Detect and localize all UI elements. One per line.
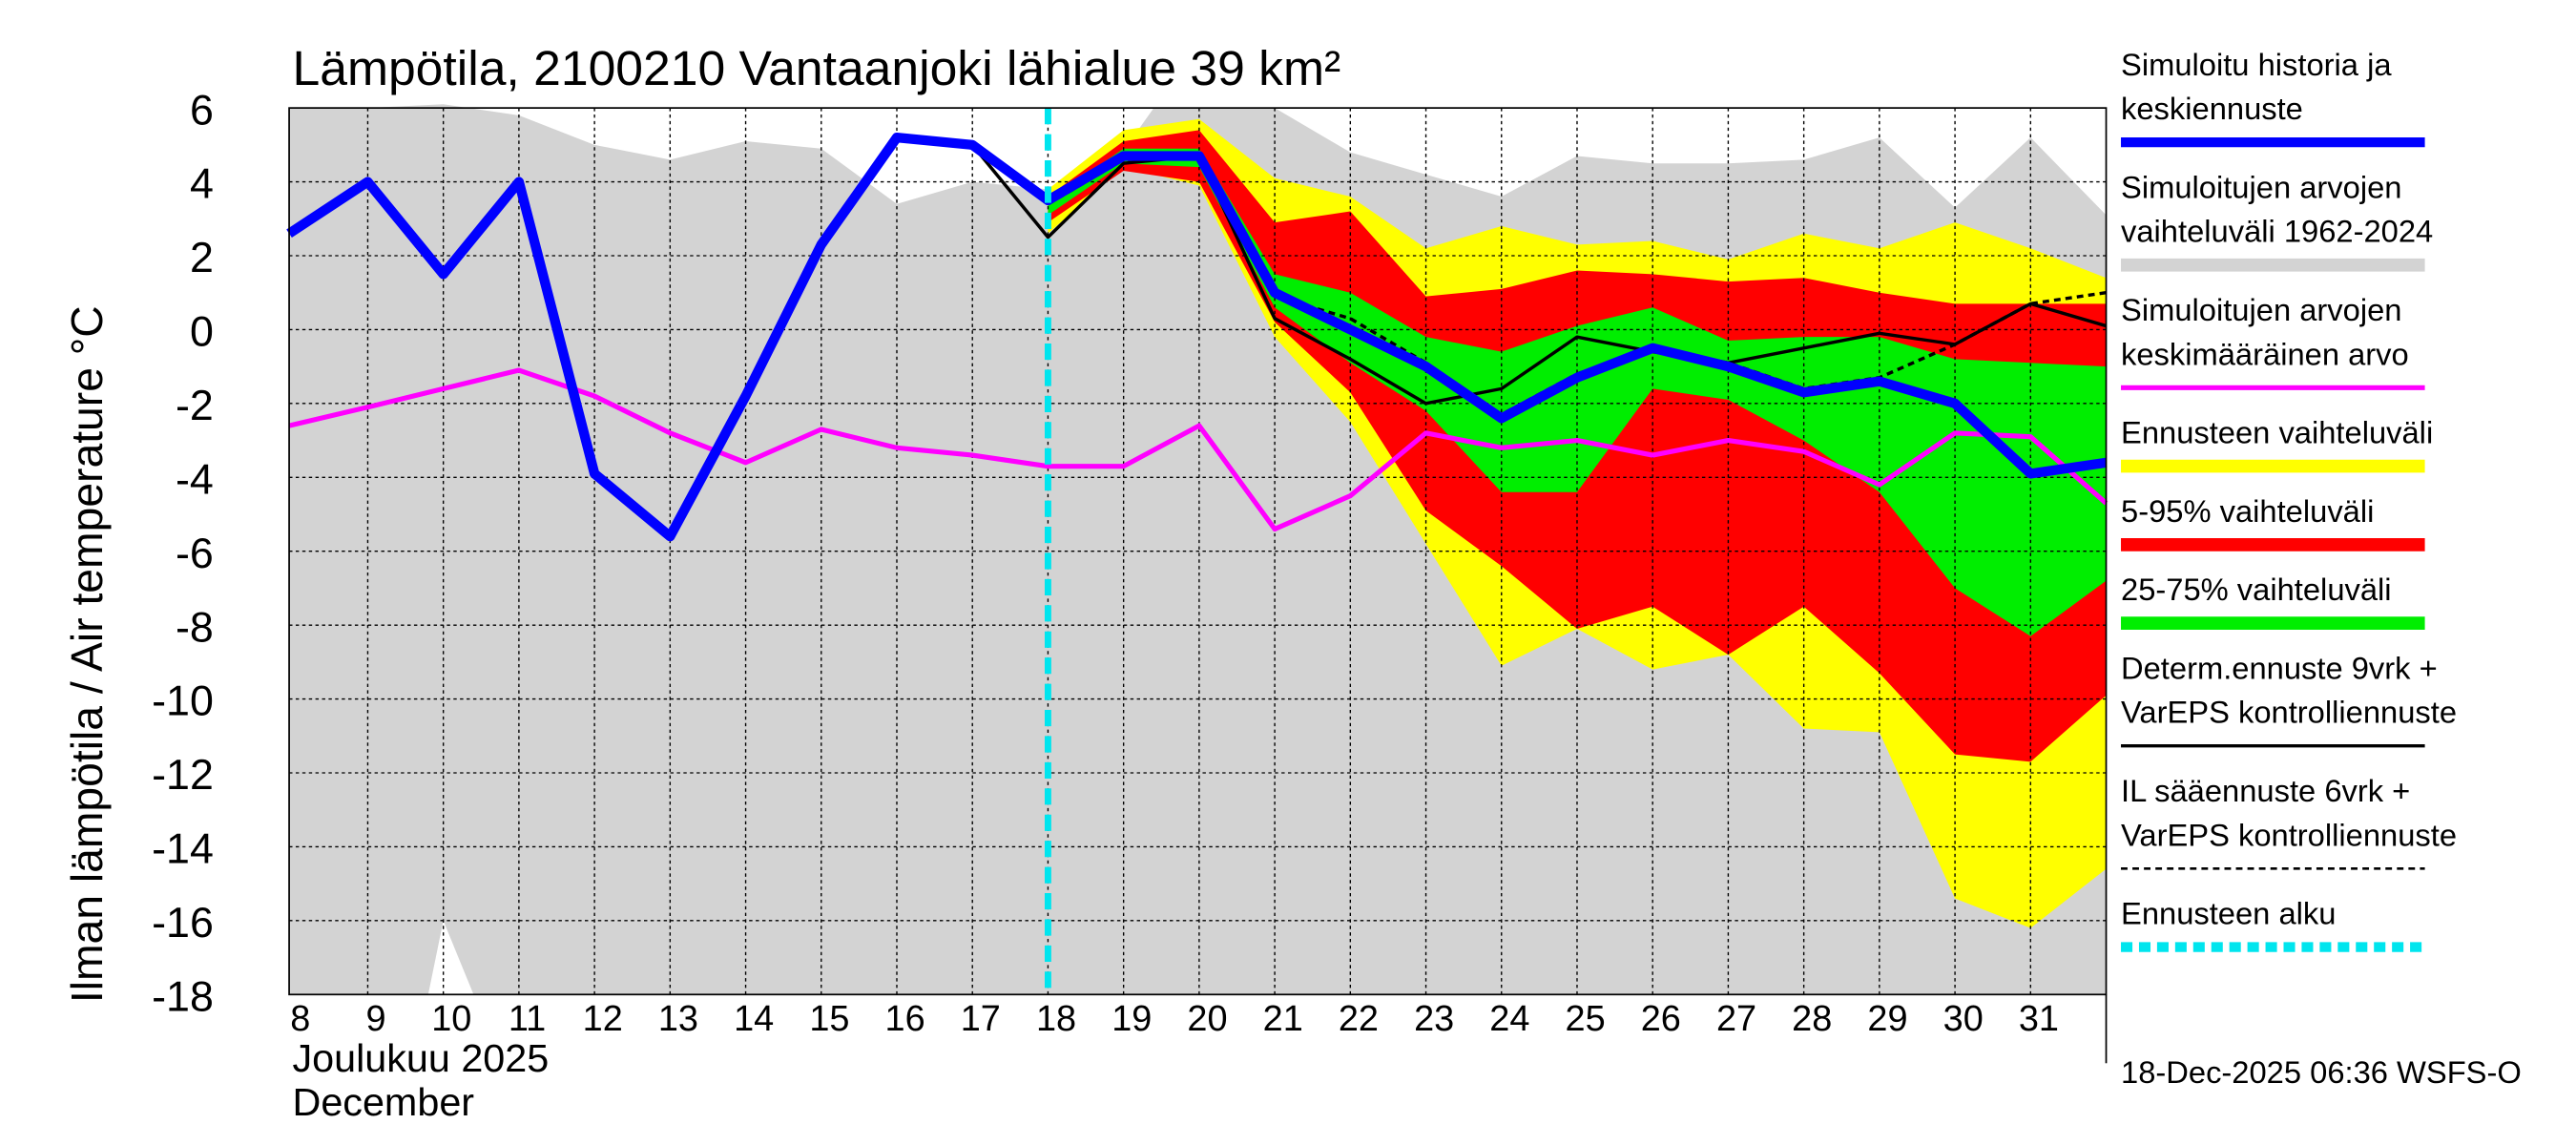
legend-label: IL sääennuste 6vrk + — [2121, 773, 2410, 808]
x-tick-label: 31 — [2019, 999, 2059, 1039]
x-tick-label: 16 — [885, 999, 925, 1039]
x-tick-label: 20 — [1187, 999, 1227, 1039]
x-tick-label: 15 — [809, 999, 849, 1039]
y-tick-label: -10 — [152, 678, 214, 725]
y-ticks: 6 4 2 0 -2 -4 -6 -8 -10 -12 -14 -16 -18 — [152, 87, 214, 1020]
legend-label: VarEPS kontrolliennuste — [2121, 695, 2457, 730]
legend-label: Simuloitujen arvojen — [2121, 169, 2401, 204]
y-tick-label: -8 — [176, 604, 214, 651]
x-tick-label: 8 — [290, 999, 310, 1039]
x-tick-label: 12 — [583, 999, 623, 1039]
y-tick-label: 2 — [190, 235, 214, 281]
legend-label: Ennusteen vaihteluväli — [2121, 415, 2433, 450]
y-tick-label: -6 — [176, 531, 214, 577]
legend-label: Determ.ennuste 9vrk + — [2121, 650, 2438, 685]
legend-label: Ennusteen alku — [2121, 896, 2336, 931]
series-lines — [286, 132, 2109, 542]
x-ticks: 8 9 10 11 12 13 14 15 16 17 18 19 20 21 22 23 24 25 26 27 28… — [290, 999, 2059, 1039]
legend-label: keskimääräinen arvo — [2121, 336, 2409, 371]
x-tick-label: 19 — [1111, 999, 1152, 1039]
x-tick-label: 27 — [1716, 999, 1756, 1039]
y-tick-label: -12 — [152, 752, 214, 799]
legend-label: Simuloitujen arvojen — [2121, 292, 2401, 327]
historical-mean-line — [288, 367, 2109, 532]
legend-label: VarEPS kontrolliennuste — [2121, 817, 2457, 852]
legend-label: vaihteluväli 1962-2024 — [2121, 214, 2433, 249]
legend: Simuloitu historia ja keskiennuste Simuloi… — [2121, 47, 2457, 952]
chart-title: Lämpötila, 2100210 Vantaanjoki lähialue … — [293, 40, 1341, 95]
x-tick-label: 21 — [1263, 999, 1303, 1039]
x-tick-label: 18 — [1036, 999, 1076, 1039]
x-tick-label: 28 — [1792, 999, 1832, 1039]
x-axis-month-en: December — [293, 1080, 475, 1124]
y-tick-label: 0 — [190, 309, 214, 356]
y-tick-label: -18 — [152, 974, 214, 1021]
x-tick-label: 25 — [1566, 999, 1606, 1039]
x-tick-label: 14 — [734, 999, 774, 1039]
x-axis-month: Joulukuu 2025 — [293, 1036, 550, 1080]
y-tick-label: -16 — [152, 900, 214, 947]
simulated-history-mean-line — [286, 132, 2108, 542]
x-tick-label: 23 — [1414, 999, 1454, 1039]
bands — [289, 104, 2107, 995]
y-tick-label: 4 — [190, 161, 214, 208]
legend-label: keskiennuste — [2121, 91, 2303, 126]
legend-label: 25-75% vaihteluväli — [2121, 572, 2392, 607]
timestamp: 18-Dec-2025 06:36 WSFS-O — [2121, 1054, 2522, 1090]
legend-label: 5-95% vaihteluväli — [2121, 493, 2374, 529]
x-tick-label: 13 — [658, 999, 698, 1039]
plot-frame — [288, 107, 2108, 996]
y-tick-label: -2 — [176, 383, 214, 429]
y-tick-label: -14 — [152, 826, 214, 873]
x-tick-label: 24 — [1489, 999, 1529, 1039]
x-tick-label: 11 — [509, 999, 546, 1039]
y-tick-label: 6 — [190, 87, 214, 134]
y-tick-label: -4 — [176, 457, 214, 504]
x-tick-label: 17 — [961, 999, 1001, 1039]
x-tick-label: 30 — [1943, 999, 1984, 1039]
y-axis-label: Ilman lämpötila / Air temperature °C — [62, 305, 112, 1003]
x-tick-label: 10 — [431, 999, 471, 1039]
legend-label: Simuloitu historia ja — [2121, 47, 2392, 82]
x-tick-label: 29 — [1867, 999, 1907, 1039]
x-tick-label: 9 — [366, 999, 386, 1039]
x-tick-label: 22 — [1339, 999, 1379, 1039]
x-tick-label: 26 — [1641, 999, 1681, 1039]
